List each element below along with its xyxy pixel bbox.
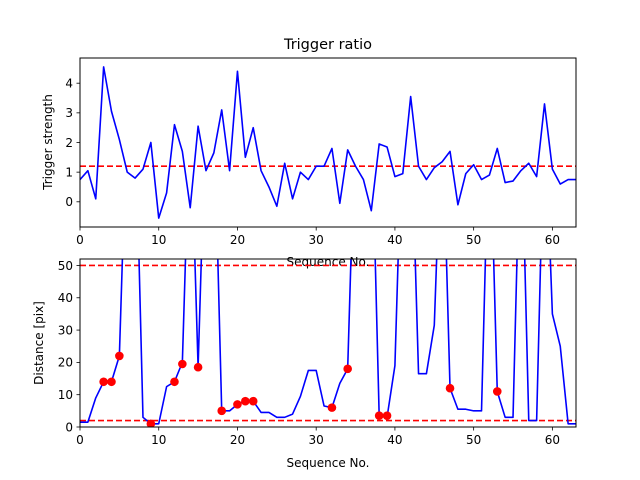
x-tick-label: 10 — [151, 433, 166, 447]
data-point-marker — [146, 419, 156, 427]
y-tick-label: 10 — [58, 388, 73, 402]
x-tick-label: 60 — [545, 233, 560, 247]
y-tick-label: 4 — [65, 77, 73, 91]
x-tick-label: 20 — [230, 233, 245, 247]
y-axis-label: Trigger strength — [41, 94, 55, 191]
data-point-marker — [193, 362, 203, 372]
y-tick-label: 50 — [58, 259, 73, 273]
x-axis-label: Sequence No. — [287, 255, 370, 269]
data-point-marker — [99, 377, 108, 387]
plot-area — [80, 66, 576, 219]
x-tick-label: 10 — [151, 233, 166, 247]
data-point-marker — [107, 377, 116, 387]
data-point-marker — [343, 364, 352, 374]
data-point-marker — [115, 351, 124, 361]
data-point-marker — [170, 377, 179, 387]
x-tick-label: 50 — [466, 233, 481, 247]
axes-frame — [79, 258, 577, 428]
plot-area — [80, 259, 576, 427]
data-point-marker — [233, 400, 242, 409]
y-tick-label: 0 — [65, 420, 73, 434]
x-tick-label: 40 — [387, 433, 402, 447]
distance-panel: Sequence No. Distance [pix] 0 10 20 30 40 50 6… — [32, 258, 577, 470]
data-point-marker — [241, 396, 250, 406]
data-point-marker — [178, 359, 187, 369]
y-tick-label: 20 — [58, 356, 73, 370]
x-tick-label: 50 — [466, 433, 481, 447]
data-point-marker — [445, 383, 455, 393]
x-tick-label: 40 — [387, 233, 402, 247]
data-point-marker — [382, 411, 392, 420]
x-tick-label: 0 — [76, 233, 84, 247]
y-tick-label: 0 — [65, 195, 73, 209]
y-axis-label: Distance [pix] — [32, 301, 46, 385]
x-tick-label: 20 — [230, 433, 245, 447]
data-point-marker — [374, 411, 384, 420]
x-axis-label: Sequence No. — [287, 456, 370, 470]
y-tick-label: 2 — [65, 136, 73, 150]
chart-title: Trigger ratio — [283, 37, 372, 53]
y-tick-label: 40 — [58, 291, 73, 305]
data-point-marker — [248, 396, 258, 406]
x-tick-label: 30 — [309, 233, 324, 247]
x-tick-label: 0 — [76, 433, 84, 447]
y-tick-label: 1 — [65, 165, 73, 179]
data-point-marker — [217, 406, 227, 416]
x-tick-label: 60 — [545, 433, 560, 447]
data-point-marker — [327, 403, 337, 412]
y-tick-label: 30 — [58, 323, 73, 337]
x-tick-label: 30 — [309, 433, 324, 447]
data-point-marker — [492, 387, 502, 396]
series-line — [80, 66, 576, 219]
y-tick-label: 3 — [65, 106, 73, 120]
